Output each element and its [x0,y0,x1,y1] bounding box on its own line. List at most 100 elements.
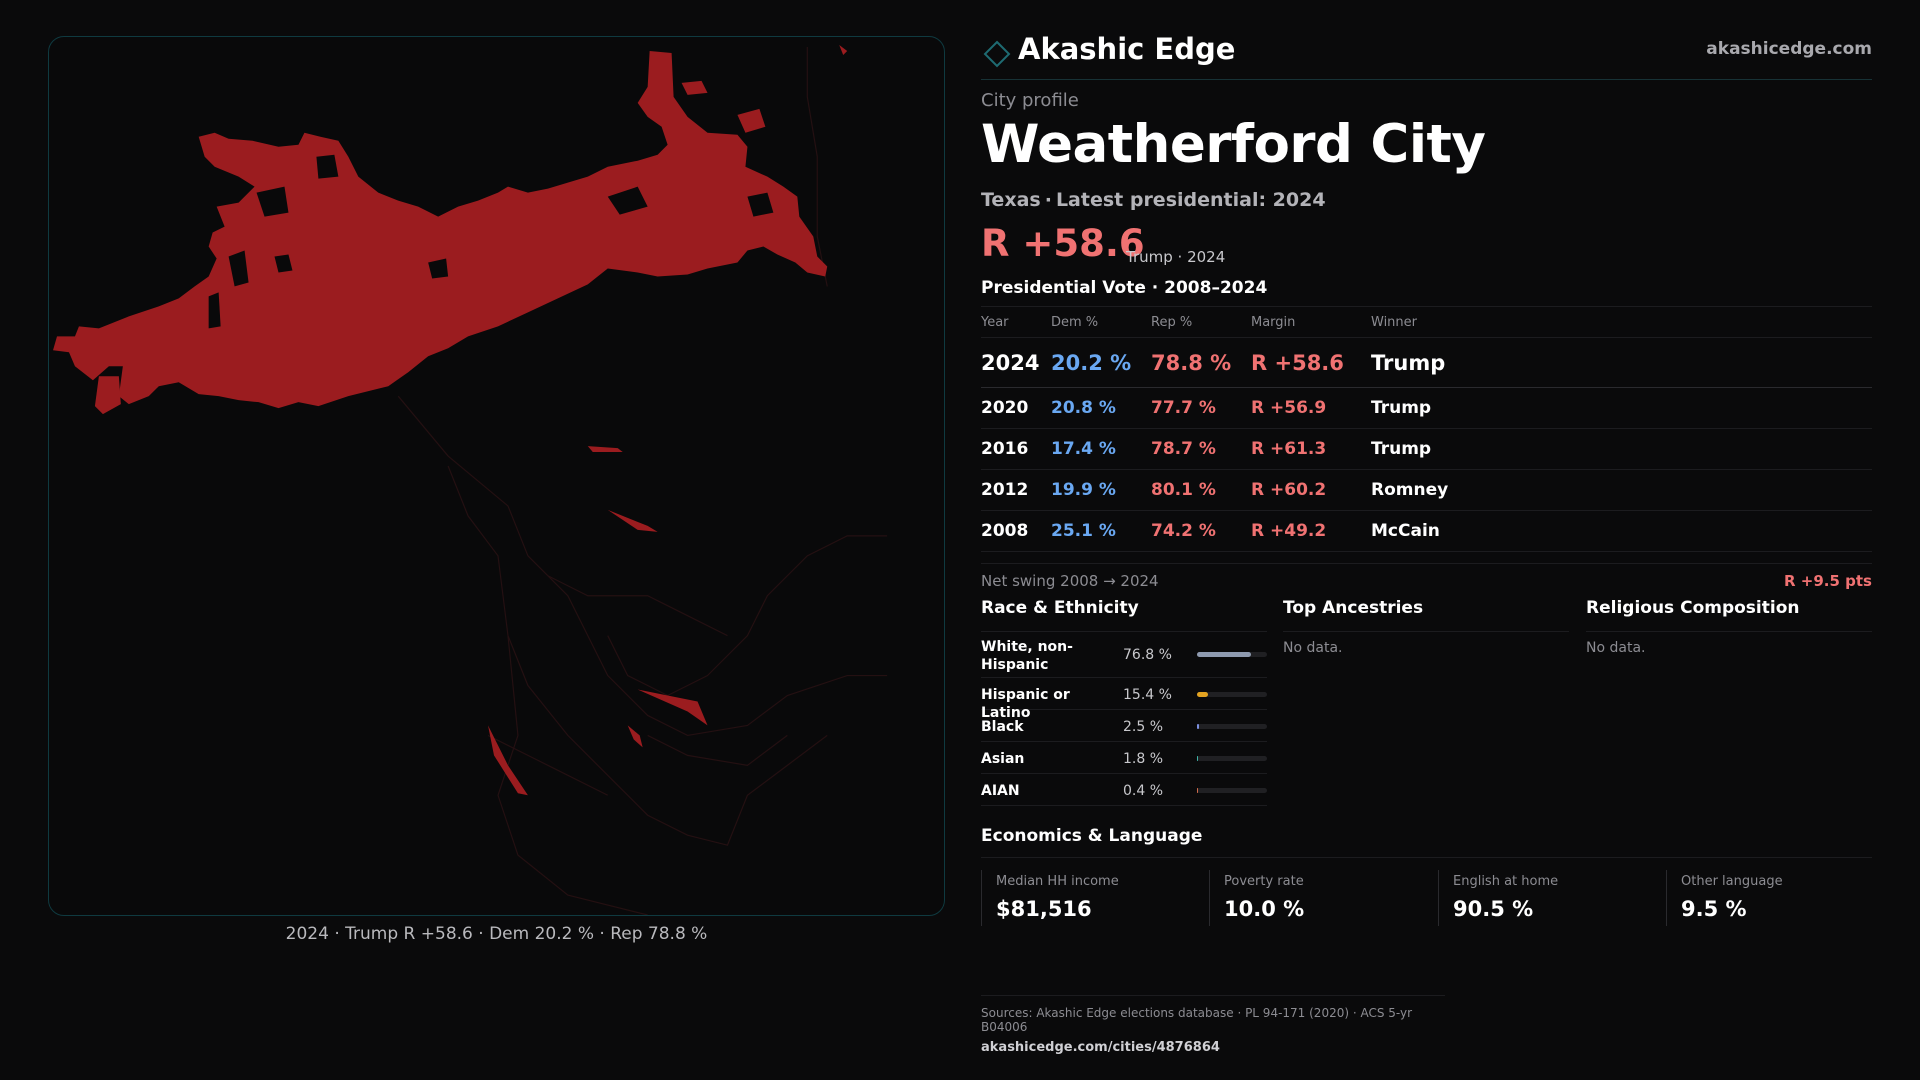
table-row: 2016 17.4 % 78.7 % R +61.3 Trump [981,429,1872,470]
race-bar [1197,788,1199,793]
city-boundary-map [53,44,888,915]
econ-cell: Median HH income $81,516 [981,870,1209,926]
city-profile-panel: Akashic Edge akashicedge.com City profil… [981,0,1872,1080]
ancestries-section: Top Ancestries No data. [1283,598,1569,656]
row-dem: 25.1 % [1051,521,1116,541]
row-rep: 78.8 % [1151,351,1232,375]
economics-grid: Median HH income $81,516 Poverty rate 10… [981,870,1872,926]
race-value: 15.4 % [1123,687,1172,703]
map-caption: 2024 · Trump R +58.6 · Dem 20.2 % · Rep … [285,924,708,944]
row-rep: 78.7 % [1151,439,1216,459]
col-dem: Dem % [1051,315,1099,330]
page-eyebrow: City profile [981,90,1079,111]
brand-url[interactable]: akashicedge.com [1706,39,1872,59]
col-year: Year [981,315,1009,330]
sources-footer: Sources: Akashic Edge elections database… [981,995,1445,1055]
econ-value: $81,516 [996,897,1092,921]
race-bar-track [1197,756,1267,761]
row-rep: 74.2 % [1151,521,1216,541]
boundary-slivers [488,44,848,796]
race-label: Asian [981,751,1025,767]
row-margin: R +60.2 [1251,480,1327,500]
race-ethnicity-section: Race & Ethnicity White, non-Hispanic 76.… [981,598,1267,806]
page-title: Weatherford City [981,114,1486,175]
net-swing-row: Net swing 2008 → 2024 R +9.5 pts [981,563,1872,593]
econ-label: Poverty rate [1224,874,1304,889]
sources-link[interactable]: akashicedge.com/cities/4876864 [981,1040,1220,1055]
race-label: Hispanic or Latino [981,687,1070,721]
row-year: 2008 [981,521,1029,541]
race-value: 0.4 % [1123,783,1164,799]
race-bar-track [1197,788,1267,793]
race-section-title: Race & Ethnicity [981,598,1267,632]
race-label: AIAN [981,783,1020,799]
brand-diamond-icon [983,40,1011,68]
race-bar [1197,724,1199,729]
econ-label: Other language [1681,874,1783,889]
row-dem: 19.9 % [1051,480,1116,500]
table-row: 2020 20.8 % 77.7 % R +56.9 Trump [981,388,1872,429]
race-label: Black [981,719,1024,735]
econ-value: 10.0 % [1224,897,1305,921]
col-margin: Margin [1251,315,1296,330]
race-bar-track [1197,692,1267,697]
race-row: Asian 1.8 % [981,742,1267,774]
ancestries-empty: No data. [1283,640,1343,656]
row-winner: Trump [1371,398,1432,418]
sources-text: Sources: Akashic Edge elections database… [981,1006,1413,1034]
row-year: 2016 [981,439,1029,459]
table-row: 2012 19.9 % 80.1 % R +60.2 Romney [981,470,1872,511]
headline-margin: R +58.6 [981,222,1145,265]
city-holes [208,154,774,329]
race-row: Black 2.5 % [981,710,1267,742]
table-header: Year Dem % Rep % Margin Winner [981,306,1872,338]
row-margin: R +56.9 [1251,398,1327,418]
row-margin: R +61.3 [1251,439,1327,459]
vote-section-title: Presidential Vote · 2008–2024 [981,278,1268,298]
race-bar [1197,652,1251,657]
row-dem: 20.8 % [1051,398,1116,418]
net-swing-label: Net swing 2008 → 2024 [981,572,1159,590]
presidential-vote-table: Year Dem % Rep % Margin Winner 2024 20.2… [981,306,1872,552]
net-swing-value: R +9.5 pts [1784,572,1872,590]
religion-title: Religious Composition [1586,598,1872,632]
race-row: AIAN 0.4 % [981,774,1267,806]
city-map[interactable] [48,36,945,916]
table-row: 2024 20.2 % 78.8 % R +58.6 Trump [981,338,1872,388]
headline-meta: Trump · 2024 [1126,248,1226,266]
row-winner: Trump [1371,439,1432,459]
row-year: 2024 [981,351,1040,375]
row-rep: 77.7 % [1151,398,1216,418]
state-subtitle: Texas · Latest presidential: 2024 [981,189,1326,211]
race-bar [1197,692,1208,697]
city-shaded-area [53,50,828,415]
brand-name[interactable]: Akashic Edge [1018,32,1236,66]
col-winner: Winner [1371,315,1418,330]
col-rep: Rep % [1151,315,1193,330]
race-value: 2.5 % [1123,719,1164,735]
econ-label: Median HH income [996,874,1119,889]
row-winner: Romney [1371,480,1449,500]
ancestries-title: Top Ancestries [1283,598,1569,632]
race-bar [1197,756,1199,761]
econ-cell: Poverty rate 10.0 % [1209,870,1437,926]
econ-value: 9.5 % [1681,897,1747,921]
table-row: 2008 25.1 % 74.2 % R +49.2 McCain [981,511,1872,552]
row-margin: R +58.6 [1251,351,1344,375]
row-winner: McCain [1371,521,1440,541]
row-rep: 80.1 % [1151,480,1216,500]
latest-election-label: Latest presidential: 2024 [1055,189,1326,211]
econ-cell: Other language 9.5 % [1666,870,1872,926]
religion-empty: No data. [1586,640,1646,656]
state-name: Texas [981,189,1041,211]
row-year: 2020 [981,398,1029,418]
race-label: White, non-Hispanic [981,639,1073,673]
row-winner: Trump [1371,351,1446,375]
race-bar-track [1197,724,1267,729]
row-margin: R +49.2 [1251,521,1327,541]
row-dem: 20.2 % [1051,351,1132,375]
row-year: 2012 [981,480,1029,500]
econ-cell: English at home 90.5 % [1438,870,1666,926]
row-dem: 17.4 % [1051,439,1116,459]
brand-header: Akashic Edge akashicedge.com [981,32,1872,80]
